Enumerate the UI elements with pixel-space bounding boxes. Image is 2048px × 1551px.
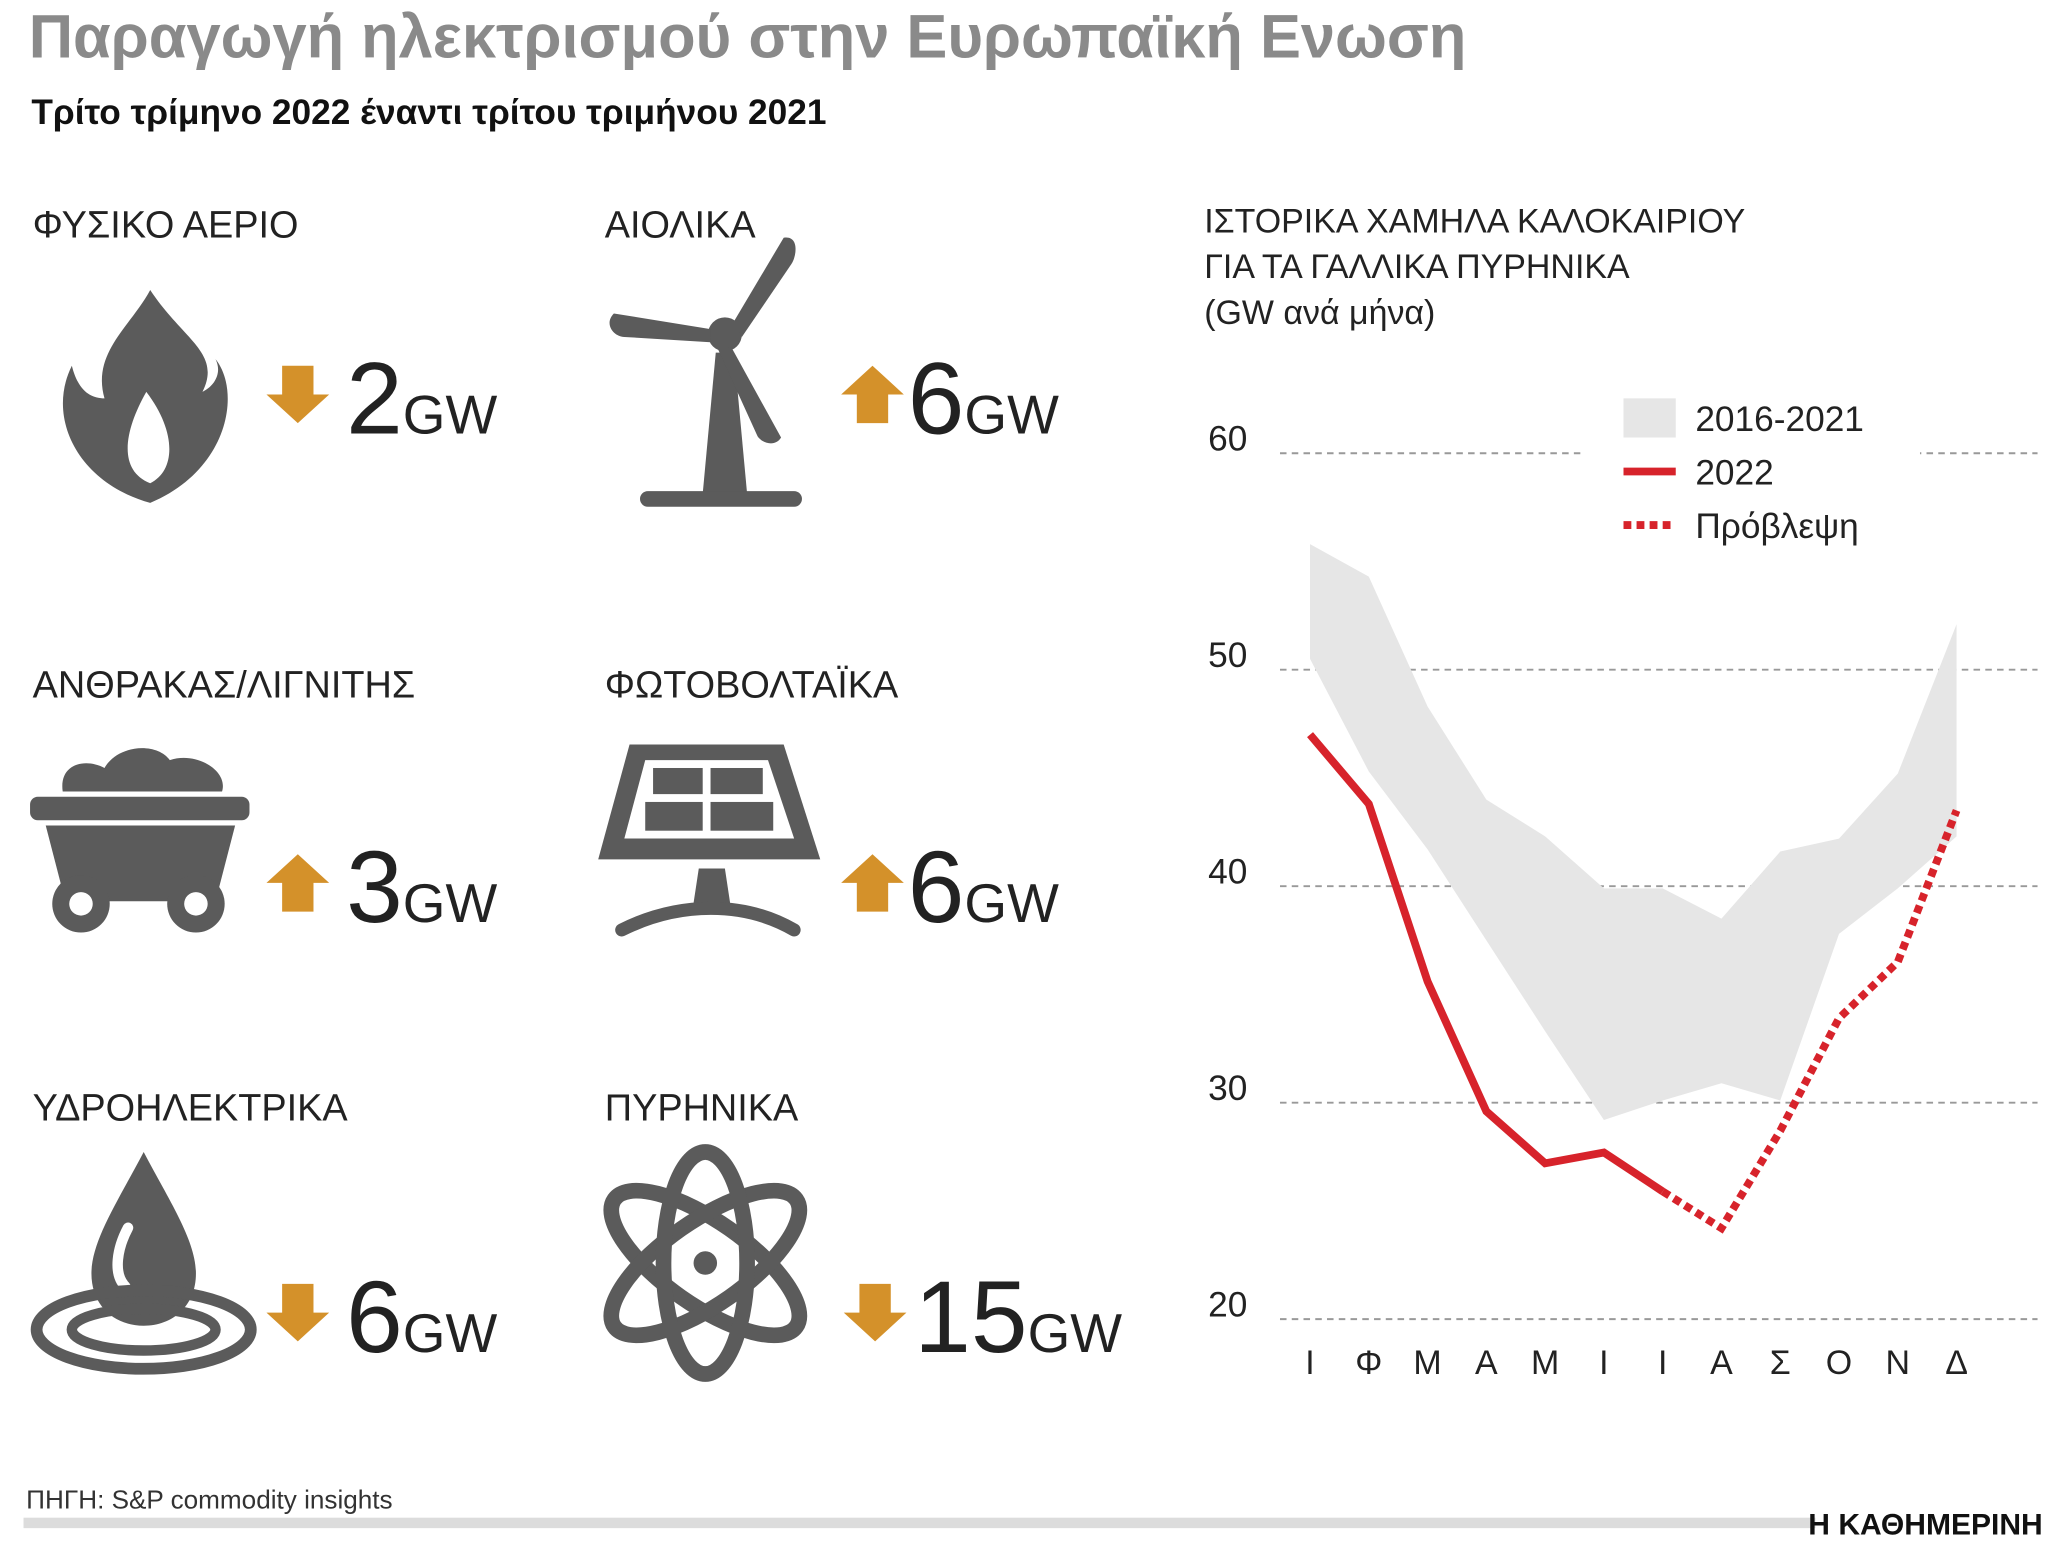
coal-cart-icon: [30, 748, 250, 933]
item-number: 6: [346, 1260, 403, 1374]
item-value: 3GW: [346, 830, 497, 944]
item-label: ΥΔΡΟΗΛΕΚΤΡΙΚΑ: [33, 1088, 349, 1130]
item-unit: GW: [403, 384, 498, 446]
item-value: 15GW: [914, 1260, 1122, 1374]
chart-title: (GW ανά μήνα): [1204, 294, 1435, 332]
y-tick-label: 30: [1208, 1069, 1247, 1108]
legend-label: 2016-2021: [1695, 400, 1864, 439]
brand: Η ΚΑΘΗΜΕΡΙΝΗ: [1808, 1509, 2042, 1542]
item-label: ΦΩΤΟΒΟΛΤΑΪΚΑ: [605, 664, 899, 706]
x-tick-label: Σ: [1770, 1344, 1791, 1382]
item-value: 6GW: [346, 1260, 497, 1374]
x-tick-label: Ν: [1886, 1344, 1911, 1382]
source: ΠΗΓΗ: S&P commodity insights: [26, 1485, 393, 1515]
item-label: ΦΥΣΙΚΟ ΑΕΡΙΟ: [33, 205, 299, 247]
footer-rule: [23, 1517, 1816, 1529]
x-tick-label: Μ: [1413, 1344, 1441, 1382]
icons: [30, 237, 821, 1382]
x-tick-label: Φ: [1355, 1344, 1382, 1382]
atom-icon: [603, 1144, 808, 1382]
direction-arrow: [266, 854, 330, 912]
y-tick-label: 60: [1208, 420, 1247, 459]
x-tick-label: Ι: [1305, 1344, 1314, 1382]
y-tick-label: 50: [1208, 636, 1247, 675]
x-tick-label: Μ: [1531, 1344, 1559, 1382]
item-number: 2: [346, 342, 403, 456]
y-tick-label: 40: [1208, 853, 1247, 892]
series-line: [1660, 809, 1961, 1234]
legend-label: 2022: [1695, 454, 1773, 493]
series-line: [1307, 732, 1665, 1195]
water-drop-icon: [30, 1151, 257, 1375]
title: Παραγωγή ηλεκτρισμού στην Ευρωπαϊκή Ενωσ…: [29, 2, 1467, 71]
item-number: 15: [914, 1260, 1027, 1374]
item-unit: GW: [964, 384, 1059, 446]
subtitle: Τρίτο τρίμηνο 2022 έναντι τρίτου τριμήνο…: [31, 93, 826, 132]
direction-arrow: [841, 365, 904, 424]
item-value: 6GW: [908, 830, 1059, 944]
direction-arrow: [266, 1283, 330, 1342]
legend-label: Πρόβλεψη: [1695, 507, 1858, 546]
x-tick-label: Ι: [1658, 1344, 1667, 1382]
item-unit: GW: [964, 872, 1059, 934]
item-unit: GW: [403, 872, 498, 934]
solar-panel-icon: [598, 744, 821, 937]
item-label: ΑΙΟΛΙΚΑ: [605, 205, 757, 247]
direction-arrow: [841, 854, 904, 912]
flame-icon: [62, 289, 228, 503]
chart-title: ΙΣΤΟΡΙΚΑ ΧΑΜΗΛΑ ΚΑΛΟΚΑΙΡΙΟΥ: [1204, 202, 1745, 240]
item-number: 6: [908, 342, 965, 456]
x-tick-label: Ι: [1599, 1344, 1608, 1382]
item-unit: GW: [403, 1302, 498, 1364]
item-number: 6: [908, 830, 965, 944]
x-tick-label: Α: [1710, 1344, 1733, 1382]
range-band: [1310, 544, 1957, 1120]
direction-arrow: [266, 365, 330, 424]
item-value: 2GW: [346, 342, 497, 456]
item-label: ΠΥΡΗΝΙΚΑ: [605, 1088, 799, 1130]
y-tick-label: 20: [1208, 1286, 1247, 1325]
direction-arrow: [843, 1283, 907, 1342]
item-label: ΑΝΘΡΑΚΑΣ/ΛΙΓΝΙΤΗΣ: [33, 664, 416, 706]
item-value: 6GW: [908, 342, 1059, 456]
x-tick-label: Α: [1475, 1344, 1498, 1382]
x-tick-label: Ο: [1826, 1344, 1852, 1382]
chart-title: ΓΙΑ ΤΑ ΓΑΛΛΙΚΑ ΠΥΡΗΝΙΚΑ: [1204, 248, 1630, 286]
x-tick-label: Δ: [1945, 1344, 1968, 1382]
legend-swatch: [1623, 398, 1676, 438]
item-number: 3: [346, 830, 403, 944]
item-unit: GW: [1028, 1302, 1123, 1364]
turbine-icon: [609, 237, 802, 507]
